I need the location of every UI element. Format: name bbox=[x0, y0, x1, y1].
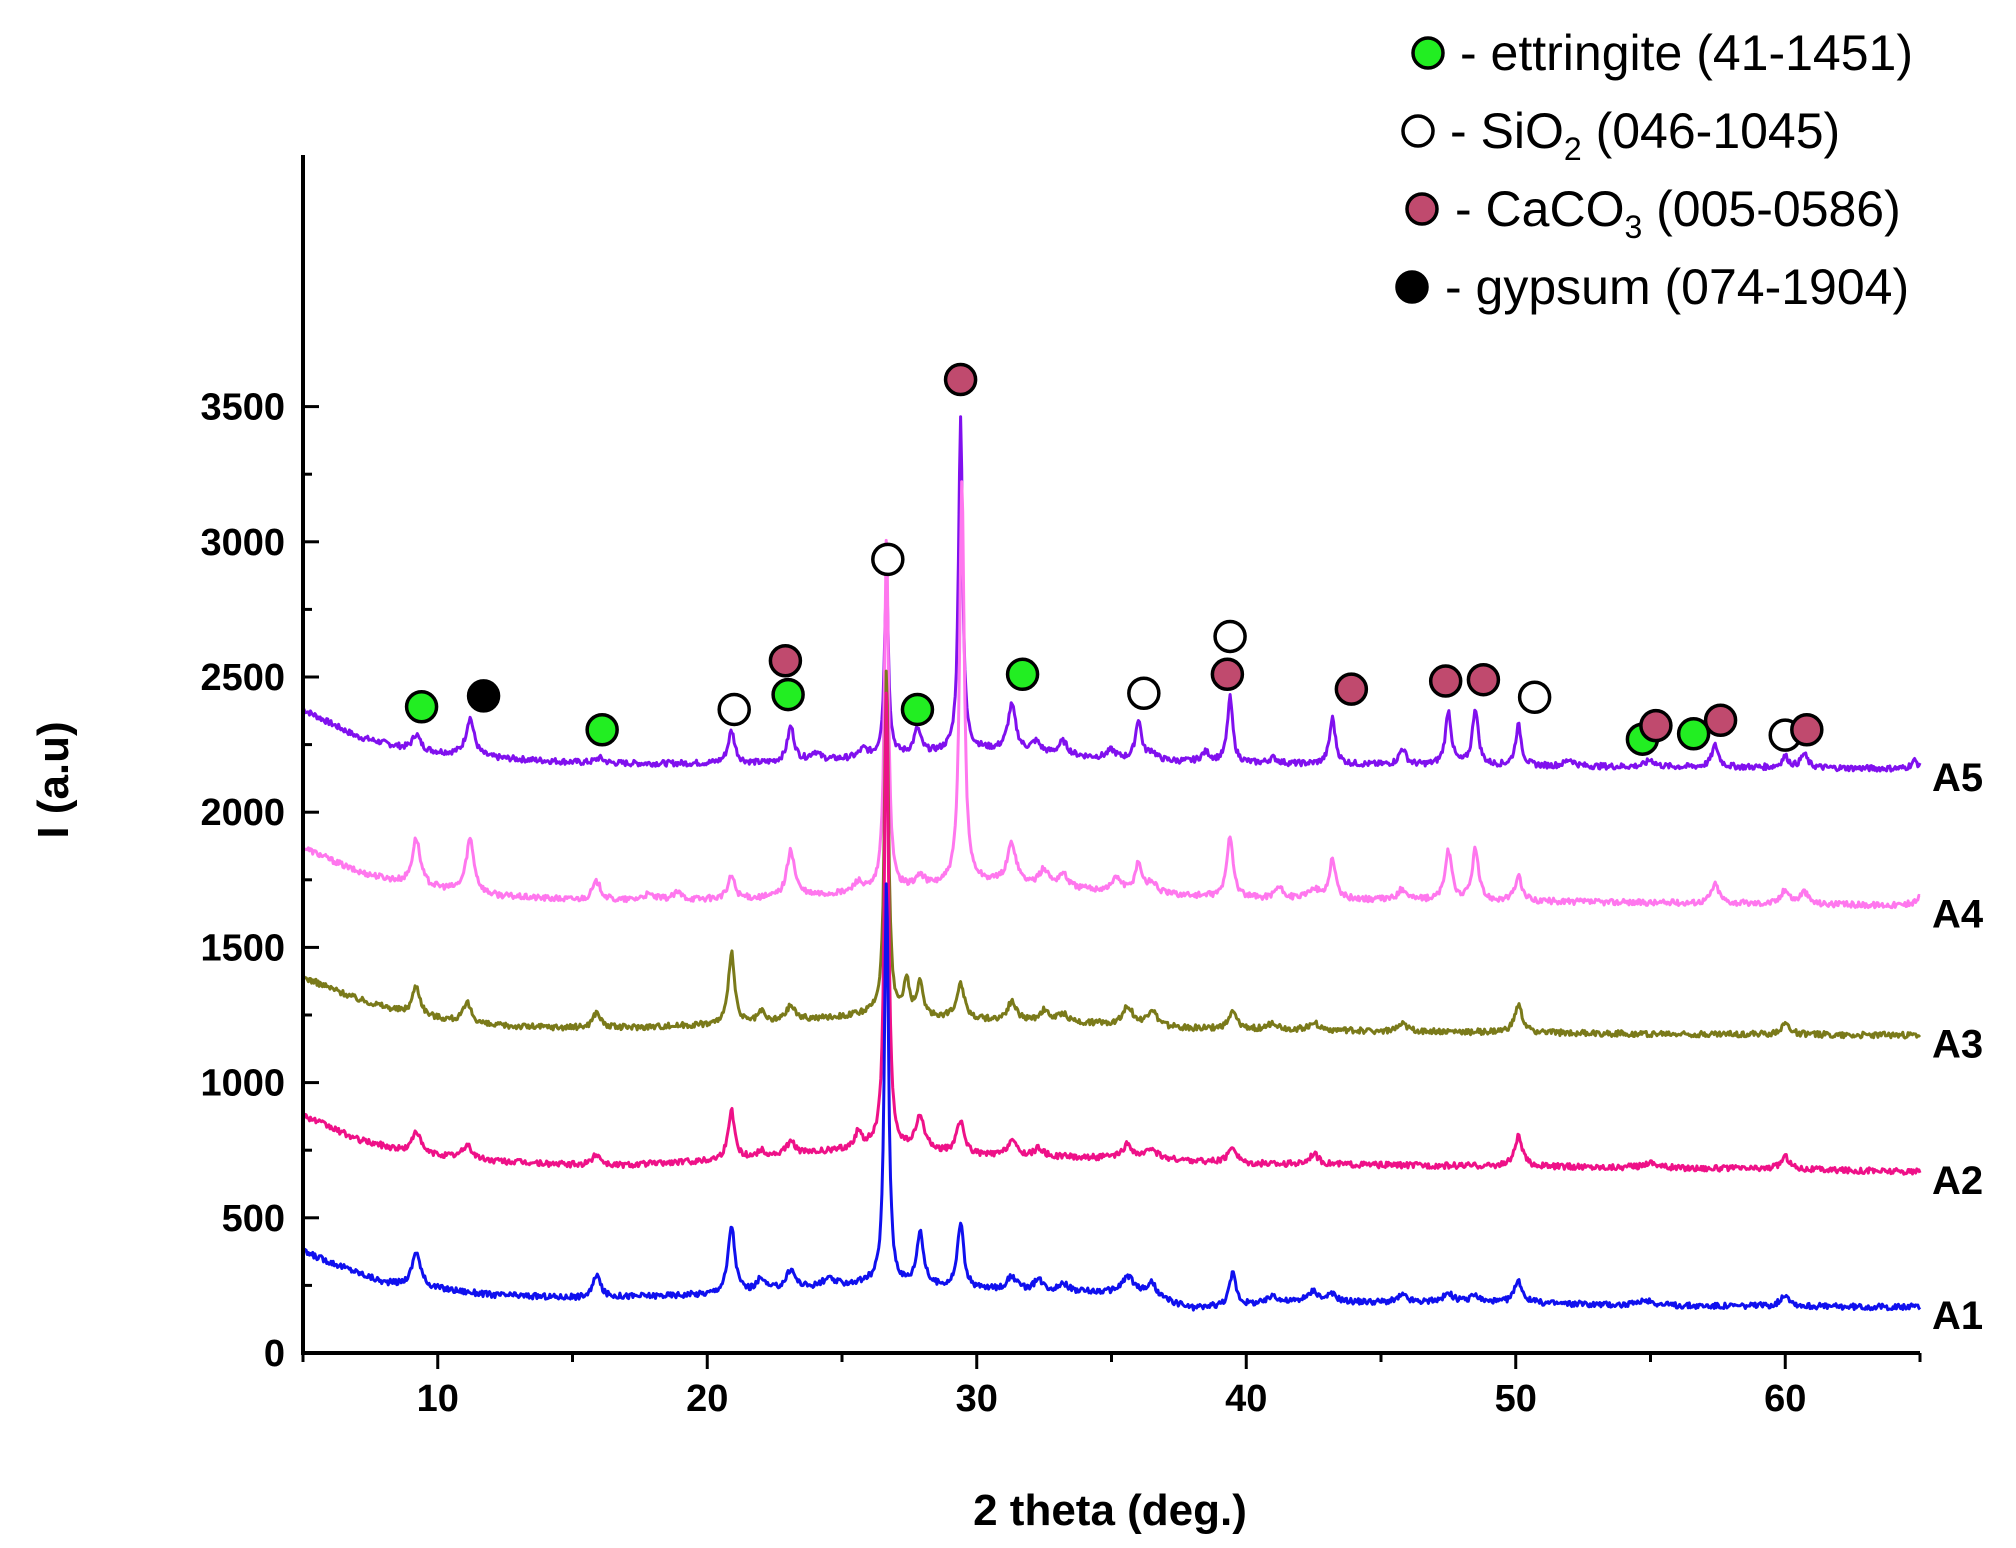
y-tick-label: 500 bbox=[222, 1198, 285, 1240]
legend-entry-gypsum: - gypsum (074-1904) bbox=[1445, 259, 1909, 315]
ticks-layer: 0 500 1000 1500 2000 2500 3000 3500 10 20 30 40 50 60 bbox=[200, 387, 1922, 1420]
marker-ettringite bbox=[1005, 657, 1040, 692]
series-label-a2: A2 bbox=[1932, 1159, 1983, 1203]
series-label-a1: A1 bbox=[1932, 1294, 1983, 1338]
y-tick-label: 2500 bbox=[200, 657, 285, 699]
marker-ettringite bbox=[1676, 717, 1711, 751]
marker-sio2 bbox=[871, 542, 905, 577]
series-label-a4: A4 bbox=[1932, 892, 1984, 936]
axes bbox=[301, 155, 1920, 1355]
series-line-a4 bbox=[301, 480, 1921, 910]
marker-sio2 bbox=[1213, 619, 1247, 654]
x-tick-label: 20 bbox=[686, 1378, 728, 1420]
series-line-a2 bbox=[301, 691, 1922, 1176]
marker-caco3 bbox=[1210, 657, 1245, 692]
marker-caco3 bbox=[1428, 664, 1463, 698]
legend-entry-caco3: - CaCO3 (005-0586) bbox=[1455, 181, 1901, 245]
series-labels: A5 A4 A3 A2 A1 bbox=[1932, 756, 1984, 1338]
marker-caco3 bbox=[943, 362, 978, 397]
marker-ettringite bbox=[585, 712, 619, 747]
marker-ettringite bbox=[771, 677, 805, 712]
marker-caco3 bbox=[768, 644, 803, 678]
marker-sio2 bbox=[1127, 676, 1161, 710]
marker-caco3 bbox=[1334, 672, 1369, 706]
legend-entry-ettringite: - ettringite (41-1451) bbox=[1460, 25, 1913, 81]
marker-gypsum bbox=[466, 679, 501, 713]
series-line-a1 bbox=[302, 882, 1922, 1312]
legend: - ettringite (41-1451) - SiO2 (046-1045) -… bbox=[1395, 25, 1913, 315]
phase-markers-layer bbox=[404, 362, 1824, 756]
x-tick-label: 30 bbox=[956, 1378, 998, 1420]
marker-ettringite bbox=[404, 689, 439, 724]
x-tick-label: 40 bbox=[1225, 1378, 1267, 1420]
x-axis-title: 2 theta (deg.) bbox=[973, 1486, 1247, 1535]
y-tick-label: 1500 bbox=[200, 927, 285, 969]
legend-marker-gypsum bbox=[1395, 270, 1429, 304]
legend-marker-sio2 bbox=[1401, 114, 1435, 148]
series-line-a3 bbox=[301, 669, 1922, 1040]
y-tick-label: 3000 bbox=[200, 522, 285, 564]
y-tick-label: 1000 bbox=[200, 1063, 285, 1105]
series-label-a3: A3 bbox=[1932, 1022, 1983, 1066]
y-axis-title: I (a.u) bbox=[29, 721, 78, 838]
legend-entry-sio2: - SiO2 (046-1045) bbox=[1450, 103, 1840, 167]
marker-caco3 bbox=[1703, 703, 1738, 738]
legend-marker-caco3 bbox=[1405, 192, 1439, 226]
marker-sio2 bbox=[1517, 680, 1552, 715]
y-tick-label: 2000 bbox=[200, 792, 285, 834]
marker-caco3 bbox=[1639, 708, 1673, 743]
series-label-a5: A5 bbox=[1932, 756, 1983, 800]
marker-caco3 bbox=[1790, 712, 1824, 747]
series-line-a5 bbox=[302, 415, 1922, 773]
x-tick-label: 10 bbox=[417, 1378, 459, 1420]
y-tick-label: 3500 bbox=[200, 387, 285, 429]
marker-sio2 bbox=[717, 692, 751, 727]
y-tick-label: 0 bbox=[264, 1333, 285, 1375]
x-tick-label: 50 bbox=[1495, 1378, 1537, 1420]
marker-caco3 bbox=[1466, 662, 1501, 697]
series-layer bbox=[301, 415, 1922, 1312]
legend-marker-ettringite bbox=[1411, 36, 1445, 70]
marker-ettringite bbox=[900, 692, 935, 727]
x-tick-label: 60 bbox=[1764, 1378, 1806, 1420]
